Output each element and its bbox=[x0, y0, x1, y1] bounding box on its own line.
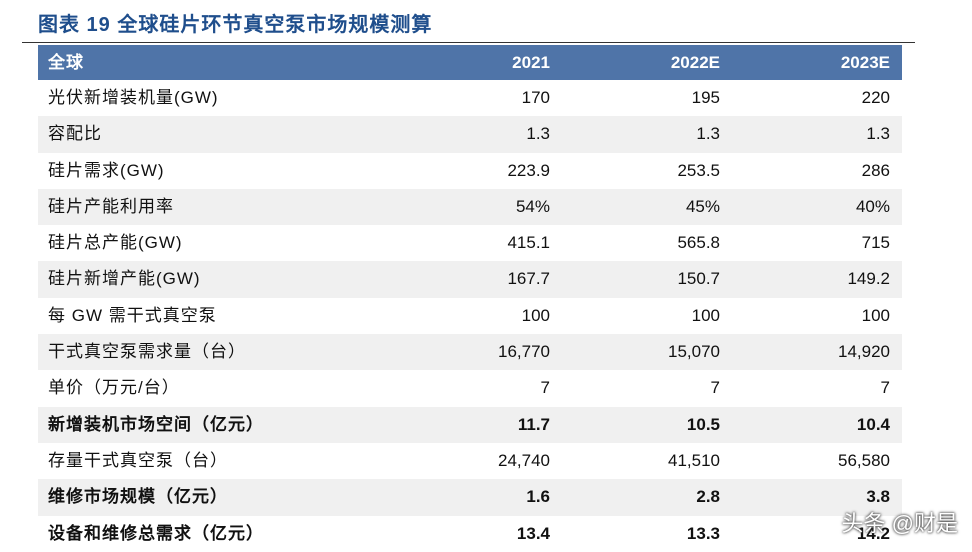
table-cell: 设备和维修总需求（亿元） bbox=[48, 523, 264, 543]
table-cell: 13.4 bbox=[516, 523, 550, 543]
table-cell: 7 bbox=[710, 378, 720, 398]
table-cell: 13.3 bbox=[686, 523, 720, 543]
table-row: 硅片需求(GW) 223.9 253.5 286 bbox=[38, 153, 902, 189]
table-cell: 167.7 bbox=[507, 269, 550, 289]
title-rule bbox=[22, 42, 915, 43]
table-cell: 14.2 bbox=[856, 523, 890, 543]
table-cell: 565.8 bbox=[677, 233, 720, 253]
table-cell: 1.3 bbox=[526, 124, 550, 144]
table-row: 干式真空泵需求量（台） 16,770 15,070 14,920 bbox=[38, 334, 902, 371]
header-cell: 2023E bbox=[840, 53, 890, 72]
table-row: 设备和维修总需求（亿元） 13.4 13.3 14.2 bbox=[38, 516, 902, 552]
table-cell: 容配比 bbox=[48, 124, 102, 144]
table-row: 硅片产能利用率 54% 45% 40% bbox=[38, 188, 902, 226]
table-cell: 10.4 bbox=[856, 414, 890, 434]
table-cell: 7 bbox=[880, 378, 890, 398]
table-cell: 硅片新增产能(GW) bbox=[48, 269, 201, 289]
table-title: 图表 19 全球硅片环节真空泵市场规模测算 bbox=[38, 14, 433, 36]
table-cell: 干式真空泵需求量（台） bbox=[48, 342, 246, 362]
table-cell: 100 bbox=[691, 305, 720, 325]
table-cell: 存量干式真空泵（台） bbox=[48, 450, 228, 470]
table-row: 存量干式真空泵（台） 24,740 41,510 56,580 bbox=[38, 443, 902, 479]
table-cell: 10.5 bbox=[686, 414, 720, 434]
table-cell: 硅片产能利用率 bbox=[48, 196, 174, 216]
table-cell: 光伏新增装机量(GW) bbox=[48, 88, 219, 107]
table-cell: 1.3 bbox=[866, 124, 890, 144]
table-cell: 150.7 bbox=[677, 269, 720, 289]
header-cell: 全球 bbox=[48, 53, 84, 72]
table: 全球 2021 2022E 2023E 光伏新增装机量(GW) 170 195 220 容配比 1… bbox=[38, 45, 902, 552]
table-cell: 16,770 bbox=[498, 342, 550, 362]
table-cell: 54% bbox=[515, 196, 550, 216]
table-row: 硅片总产能(GW) 415.1 565.8 715 bbox=[38, 225, 902, 261]
table-cell: 41,510 bbox=[668, 450, 720, 470]
table-cell: 100 bbox=[521, 305, 550, 325]
table-cell: 15,070 bbox=[668, 342, 720, 362]
header-cell: 2022E bbox=[670, 53, 720, 72]
table-cell: 45% bbox=[685, 196, 720, 216]
table-cell: 24,740 bbox=[498, 450, 550, 470]
table-row: 新增装机市场空间（亿元） 11.7 10.5 10.4 bbox=[38, 406, 902, 443]
table-cell: 1.3 bbox=[696, 124, 720, 144]
table-cell: 56,580 bbox=[838, 450, 890, 470]
table-cell: 每 GW 需干式真空泵 bbox=[48, 305, 217, 325]
table-cell: 3.8 bbox=[866, 487, 890, 507]
header-row: 全球 2021 2022E 2023E bbox=[38, 45, 902, 80]
table-cell: 100 bbox=[861, 305, 890, 325]
table-cell: 223.9 bbox=[507, 160, 550, 180]
table-row: 单价（万元/台） 7 7 7 bbox=[38, 370, 902, 406]
table-cell: 253.5 bbox=[677, 160, 720, 180]
table-cell: 11.7 bbox=[517, 414, 550, 434]
table-row: 每 GW 需干式真空泵 100 100 100 bbox=[38, 298, 902, 334]
table-cell: 1.6 bbox=[526, 487, 550, 507]
table-cell: 维修市场规模（亿元） bbox=[48, 487, 228, 507]
table-cell: 195 bbox=[691, 88, 720, 107]
table-row: 光伏新增装机量(GW) 170 195 220 bbox=[38, 80, 902, 116]
table-cell: 149.2 bbox=[847, 269, 890, 289]
table-cell: 新增装机市场空间（亿元） bbox=[48, 414, 264, 434]
table-row: 硅片新增产能(GW) 167.7 150.7 149.2 bbox=[38, 261, 902, 298]
table-cell: 415.1 bbox=[507, 233, 550, 253]
table-cell: 2.8 bbox=[696, 487, 720, 507]
table-cell: 硅片需求(GW) bbox=[48, 160, 165, 180]
table-cell: 170 bbox=[521, 88, 550, 107]
table-row: 容配比 1.3 1.3 1.3 bbox=[38, 116, 902, 153]
table-cell: 220 bbox=[861, 88, 890, 107]
header-cell: 2021 bbox=[512, 53, 550, 72]
watermark: 头条 @财是 bbox=[841, 511, 958, 536]
table-cell: 7 bbox=[540, 378, 550, 398]
table-row: 维修市场规模（亿元） 1.6 2.8 3.8 bbox=[38, 479, 902, 516]
table-cell: 硅片总产能(GW) bbox=[48, 233, 183, 253]
table-cell: 715 bbox=[861, 233, 890, 253]
table-cell: 286 bbox=[861, 160, 890, 180]
table-cell: 单价（万元/台） bbox=[48, 378, 180, 398]
table-cell: 40% bbox=[855, 196, 890, 216]
table-cell: 14,920 bbox=[838, 342, 890, 362]
